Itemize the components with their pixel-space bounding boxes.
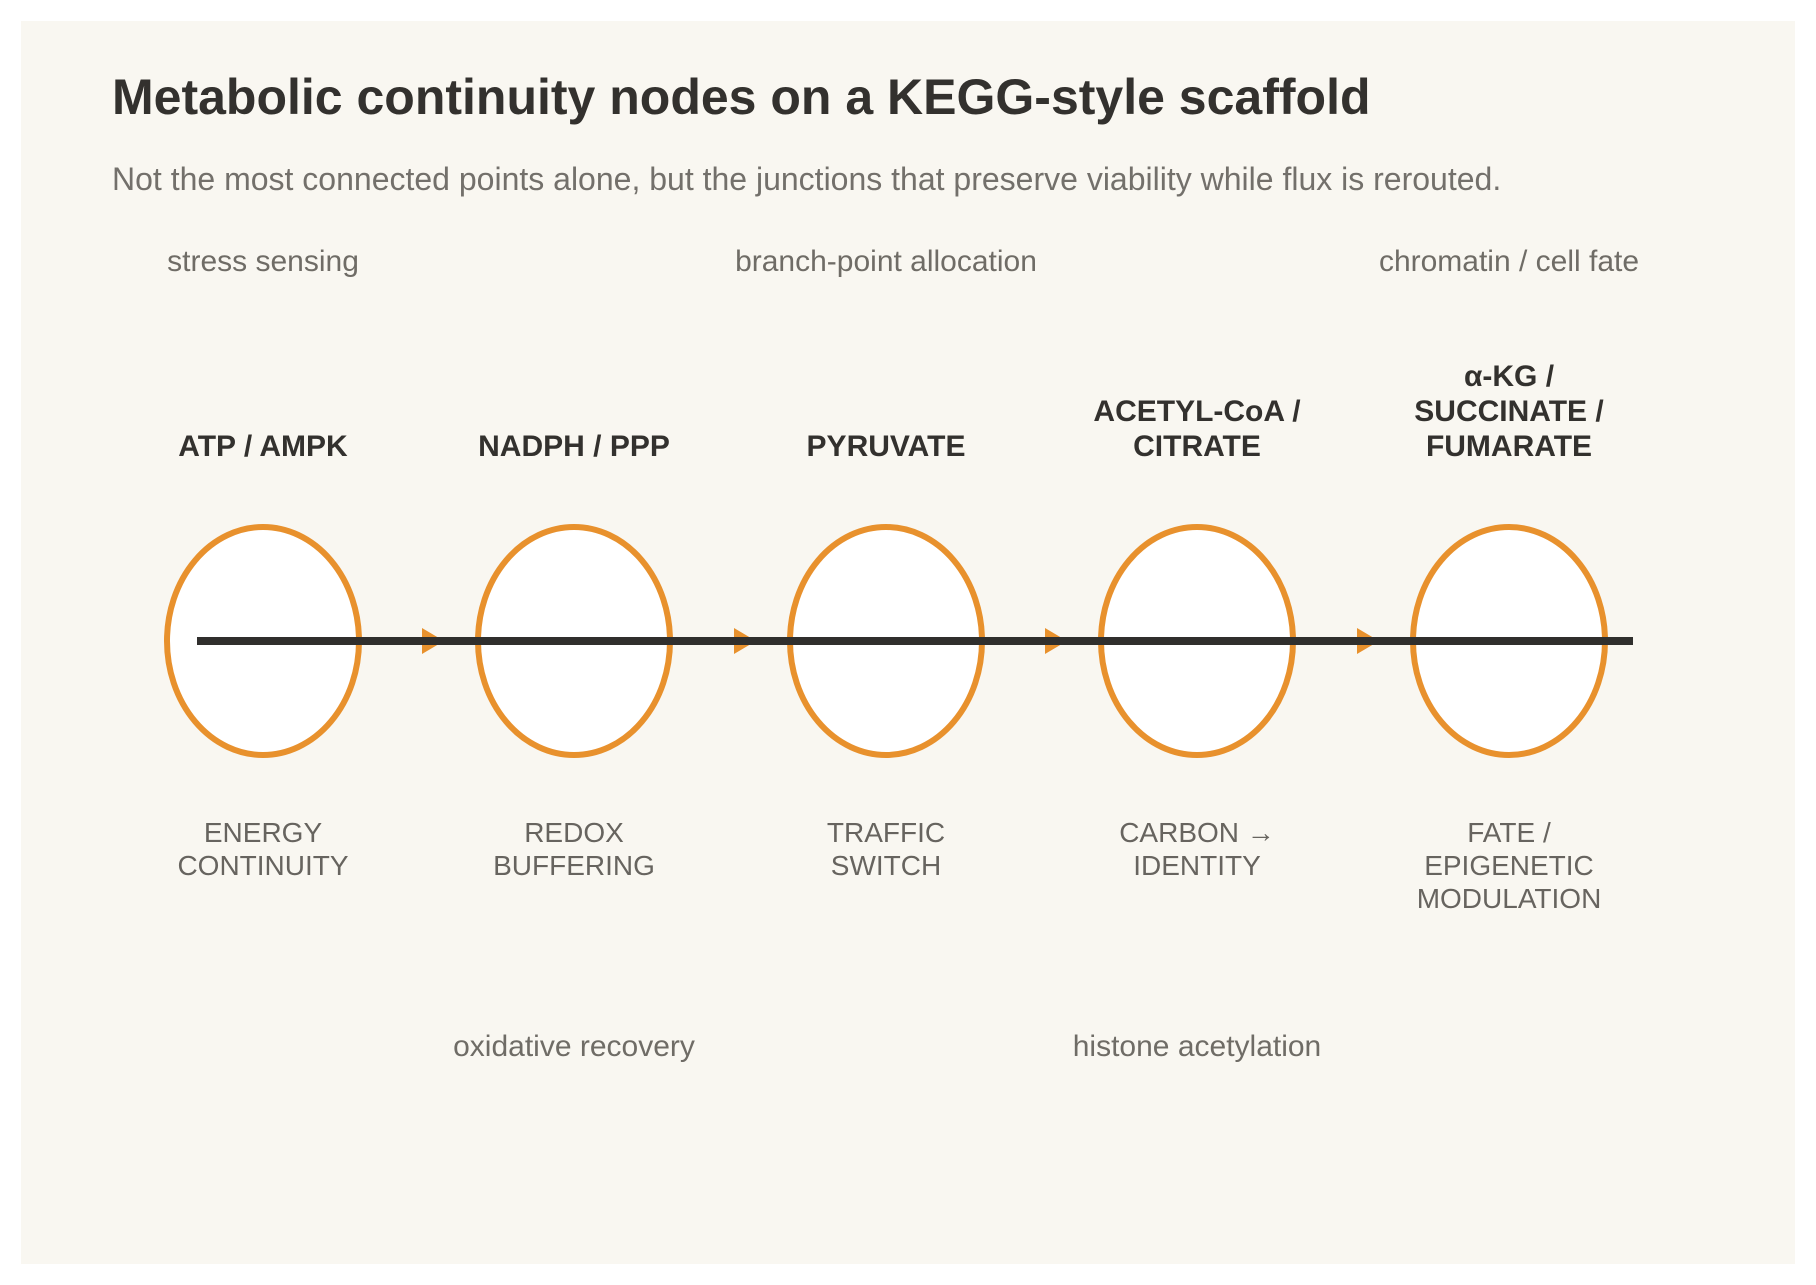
node-label-atp-ampk: ATP / AMPK xyxy=(178,430,348,463)
lane-label-oxidative-recovery: oxidative recovery xyxy=(453,1030,695,1063)
lane-label-branch-point-allocation: branch-point allocation xyxy=(735,245,1037,278)
lane-label-histone-acetylation: histone acetylation xyxy=(1072,1030,1322,1063)
node-role-fate-epigenetic: FATE / EPIGENETIC MODULATION xyxy=(1416,817,1602,914)
node-label-nadph-ppp: NADPH / PPP xyxy=(478,430,670,463)
node-role-traffic-switch: TRAFFIC SWITCH xyxy=(826,817,946,881)
node-role-redox-buffering: REDOX BUFFERING xyxy=(493,817,655,881)
figure-title: Metabolic continuity nodes on a KEGG-sty… xyxy=(112,69,1371,125)
node-role-energy-continuity: ENERGY CONTINUITY xyxy=(177,817,349,881)
node-label-pyruvate: PYRUVATE xyxy=(806,430,966,463)
node-label-akg-succinate-fumarate: α-KG / SUCCINATE / FUMARATE xyxy=(1414,360,1604,463)
node-label-acetyl-coa-citrate: ACETYL-CoA / CITRATE xyxy=(1093,395,1301,463)
figure-subtitle: Not the most connected points alone, but… xyxy=(112,161,1502,197)
node-role-carbon-identity: CARBON → IDENTITY xyxy=(1119,817,1275,881)
lane-label-chromatin-cell-fate: chromatin / cell fate xyxy=(1378,245,1640,278)
lane-label-stress-sensing: stress sensing xyxy=(167,245,359,278)
